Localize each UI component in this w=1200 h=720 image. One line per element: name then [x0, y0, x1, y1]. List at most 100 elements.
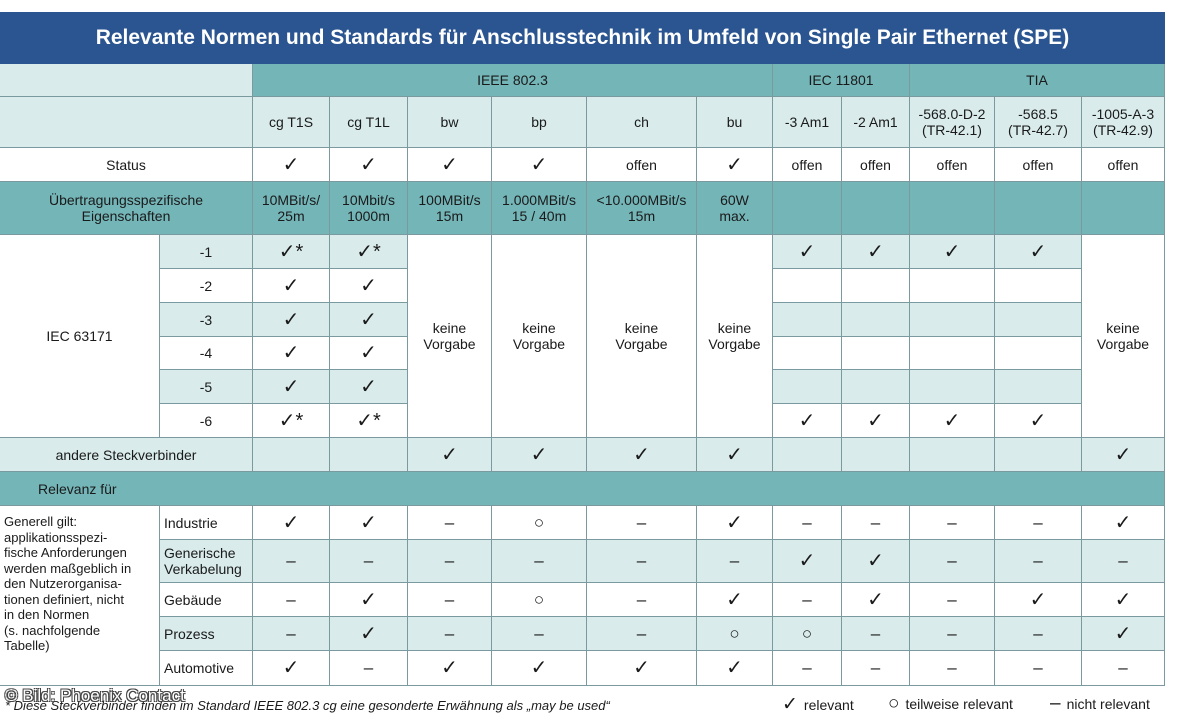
relevanz-cell-text: ✓: [798, 550, 816, 572]
andere-cell-text: ✓: [633, 443, 650, 466]
iec63171-cell: ✓: [995, 404, 1082, 438]
relevanz-row-label-text: Gebäude: [164, 591, 222, 608]
relevanz-cell-text: –: [636, 589, 647, 609]
footnote: * Diese Steckverbinder finden im Standar…: [5, 698, 610, 713]
column-header-text: -3 Am1: [784, 114, 830, 130]
status-cell-text: offen: [626, 156, 657, 173]
andere-cell-text: ✓: [1114, 443, 1132, 466]
relevanz-cell-text: –: [947, 512, 957, 532]
andere-cell: [842, 438, 910, 472]
relevanz-cell: –: [697, 540, 773, 583]
keine-vorgabe-cell: keine Vorgabe: [697, 235, 773, 438]
relevanz-cell-text: –: [802, 658, 812, 677]
row-label-iec63171: IEC 63171: [0, 235, 160, 438]
check-icon: ✓: [782, 694, 798, 715]
group-header-tia-text: TIA: [1026, 72, 1048, 88]
relevanz-cell-text: –: [1033, 512, 1043, 532]
relevanz-cell-text: –: [1118, 658, 1128, 677]
relevanz-cell: –: [842, 651, 910, 686]
transfer-cell: [773, 182, 842, 235]
relevanz-cell-text: –: [870, 658, 881, 677]
status-cell-text: ✓: [441, 153, 458, 176]
group-header-ieee-text: IEEE 802.3: [477, 72, 548, 88]
column-header-text: -568.5 (TR-42.7): [1008, 106, 1068, 138]
relevanz-cell-text: –: [1033, 551, 1043, 570]
dash-icon: –: [1050, 693, 1061, 714]
transfer-cell-text: <10.000MBit/s 15m: [596, 192, 687, 224]
relevanz-cell-text: –: [444, 589, 455, 609]
column-header: bu: [697, 97, 773, 148]
relevanz-cell: ○: [492, 583, 587, 617]
relevanz-cell: –: [995, 617, 1082, 651]
andere-cell: [253, 438, 330, 472]
iec63171-sub-label-text: -2: [199, 277, 213, 294]
relevanz-cell-text: ✓: [441, 657, 458, 679]
relevanz-cell-text: ✓: [1029, 588, 1047, 611]
relevanz-cell: ✓: [330, 617, 408, 651]
relevanz-cell: –: [408, 583, 492, 617]
keine-vorgabe-cell-text: keine Vorgabe: [423, 320, 476, 352]
status-cell-text: ✓: [282, 153, 300, 176]
keine-vorgabe-cell-text: keine Vorgabe: [1096, 320, 1150, 352]
iec63171-cell: ✓: [330, 370, 408, 404]
relevanz-row-label: Industrie: [160, 506, 253, 540]
iec63171-sub-label: -3: [160, 303, 253, 337]
iec63171-cell-text: ✓: [1029, 409, 1047, 432]
iec63171-cell: ✓: [253, 269, 330, 303]
relevanz-cell: –: [910, 651, 995, 686]
relevanz-cell: ✓: [408, 651, 492, 686]
relevanz-cell-text: –: [636, 512, 647, 532]
legend-label: nicht relevant: [1066, 696, 1150, 712]
relevanz-cell: ✓: [587, 651, 697, 686]
relevanz-cell: ○: [773, 617, 842, 651]
relevanz-cell: –: [253, 583, 330, 617]
relevanz-row-label: Automotive: [160, 651, 253, 686]
keine-vorgabe-cell: keine Vorgabe: [1082, 235, 1165, 438]
column-header: -2 Am1: [842, 97, 910, 148]
relevanz-cell: ○: [492, 506, 587, 540]
iec63171-cell-text: ✓: [867, 409, 884, 432]
iec63171-cell: [995, 337, 1082, 370]
relevanz-label: Relevanz für: [38, 481, 117, 497]
column-header: -3 Am1: [773, 97, 842, 148]
group-header-iec: IEC 11801: [773, 64, 910, 97]
andere-cell-text: ✓: [530, 443, 548, 466]
relevanz-cell: –: [492, 617, 587, 651]
transfer-cell: <10.000MBit/s 15m: [587, 182, 697, 235]
relevanz-cell: –: [253, 617, 330, 651]
relevanz-cell: –: [1082, 651, 1165, 686]
relevanz-cell: –: [408, 617, 492, 651]
relevanz-cell: –: [773, 651, 842, 686]
relevanz-cell: ✓: [330, 583, 408, 617]
legend-relevant: ✓ relevant: [782, 693, 854, 716]
transfer-cell: 1.000MBit/s 15 / 40m: [492, 182, 587, 235]
status-cell: ✓: [492, 148, 587, 182]
relevanz-cell: –: [587, 506, 697, 540]
relevanz-cell-text: –: [870, 623, 881, 643]
iec63171-cell: [995, 370, 1082, 404]
image-credit: © Bild: Phoenix Contact: [5, 686, 185, 705]
iec63171-cell: ✓*: [253, 404, 330, 438]
column-header-text: bu: [726, 114, 743, 130]
relevanz-cell-text: –: [802, 512, 812, 532]
andere-cell: ✓: [408, 438, 492, 472]
relevanz-cell-text: –: [1033, 658, 1043, 677]
iec63171-cell-text: ✓: [282, 375, 300, 398]
relevanz-cell: ✓: [1082, 583, 1165, 617]
relevanz-cell: ✓: [492, 651, 587, 686]
relevanz-cell-text: –: [947, 658, 957, 677]
iec63171-cell-text: ✓: [798, 240, 816, 263]
relevanz-cell: –: [995, 540, 1082, 583]
row-label-transfer-text: Übertragungsspezifische Eigenschaften: [48, 192, 204, 224]
relevanz-cell: ✓: [1082, 506, 1165, 540]
iec63171-cell-text: ✓*: [356, 409, 381, 432]
transfer-cell-text: 60W max.: [719, 192, 750, 224]
relevanz-cell: –: [910, 540, 995, 583]
andere-cell: ✓: [1082, 438, 1165, 472]
iec63171-cell: ✓*: [253, 235, 330, 269]
keine-vorgabe-cell: keine Vorgabe: [492, 235, 587, 438]
iec63171-cell: [842, 269, 910, 303]
iec63171-cell: ✓*: [330, 404, 408, 438]
relevanz-cell-text: –: [1033, 623, 1043, 643]
relevanz-cell-text: –: [947, 589, 957, 609]
